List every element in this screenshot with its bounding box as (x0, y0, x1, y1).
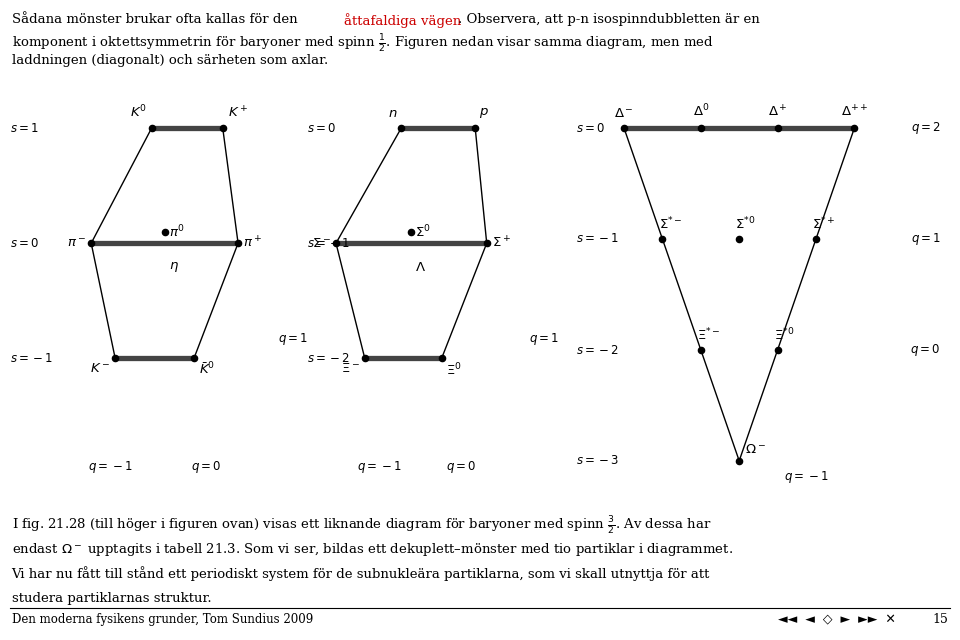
Point (847, 123, 862, 133)
Text: $\pi^+$: $\pi^+$ (243, 236, 262, 251)
Text: $s = -1$: $s = -1$ (307, 237, 350, 250)
Point (434, 353, 449, 364)
Text: $n$: $n$ (388, 108, 397, 120)
Text: $s = -2$: $s = -2$ (576, 344, 619, 356)
Text: Den moderna fysikens grunder, Tom Sundius 2009: Den moderna fysikens grunder, Tom Sundiu… (12, 613, 313, 626)
Text: $q = 0$: $q = 0$ (910, 342, 941, 358)
Text: $q = -1$: $q = -1$ (88, 460, 132, 475)
Text: $q = 1$: $q = 1$ (529, 332, 560, 347)
Text: ◄◄  ◄  ◇  ►  ►►  ✕: ◄◄ ◄ ◇ ► ►► ✕ (778, 613, 896, 626)
Text: studera partiklarnas struktur.: studera partiklarnas struktur. (12, 592, 211, 605)
Text: $\pi^-$: $\pi^-$ (67, 237, 86, 250)
Text: $s = 0$: $s = 0$ (307, 122, 336, 134)
Point (328, 238, 344, 248)
Text: $s = -2$: $s = -2$ (307, 352, 350, 365)
Text: $q = -1$: $q = -1$ (784, 468, 828, 485)
Text: $\Delta^+$: $\Delta^+$ (768, 104, 787, 120)
Text: $q = 0$: $q = 0$ (445, 460, 476, 475)
Point (403, 227, 419, 237)
Text: Vi har nu fått till stånd ett periodiskt system för de subnukleära partiklarna, : Vi har nu fått till stånd ett periodiskt… (12, 566, 709, 581)
Point (230, 238, 246, 248)
Text: $p$: $p$ (479, 106, 489, 120)
Point (808, 234, 824, 244)
Text: $q = 0$: $q = 0$ (191, 460, 222, 475)
Text: $\eta$: $\eta$ (169, 260, 179, 275)
Text: $K^0$: $K^0$ (131, 104, 147, 120)
Text: $\Xi^-$: $\Xi^-$ (341, 362, 360, 374)
Text: $q = 1$: $q = 1$ (910, 231, 941, 246)
Point (693, 123, 708, 133)
Text: $\Xi^0$: $\Xi^0$ (446, 362, 462, 378)
Point (693, 345, 708, 355)
Text: $\Delta^{++}$: $\Delta^{++}$ (841, 104, 868, 120)
Text: . Observera, att p-n isospinndubbletten är en: . Observera, att p-n isospinndubbletten … (458, 13, 759, 26)
Text: $\Lambda$: $\Lambda$ (415, 261, 425, 274)
Text: $\Sigma^+$: $\Sigma^+$ (492, 236, 511, 251)
Text: I fig. 21.28 (till höger i figuren ovan) visas ett liknande diagram för baryoner: I fig. 21.28 (till höger i figuren ovan)… (12, 515, 711, 538)
Text: $\Sigma^{*0}$: $\Sigma^{*0}$ (735, 216, 756, 232)
Text: $s = 0$: $s = 0$ (10, 237, 38, 250)
Point (84, 238, 99, 248)
Text: endast $\Omega^-$ upptagits i tabell 21.3. Som vi ser, bildas ett dekuplett–möns: endast $\Omega^-$ upptagits i tabell 21.… (12, 541, 732, 558)
Point (770, 345, 785, 355)
Text: $s = 1$: $s = 1$ (10, 122, 38, 134)
Text: $\Sigma^-$: $\Sigma^-$ (312, 237, 331, 250)
Point (215, 123, 230, 133)
Text: åttafaldiga vägen: åttafaldiga vägen (344, 13, 461, 28)
Point (357, 353, 372, 364)
Point (108, 353, 123, 364)
Text: $s = 0$: $s = 0$ (576, 122, 605, 134)
Text: Sådana mönster brukar ofta kallas för den: Sådana mönster brukar ofta kallas för de… (12, 13, 301, 26)
Text: $K^-$: $K^-$ (90, 362, 110, 374)
Text: $s = -3$: $s = -3$ (576, 454, 619, 467)
Text: $s = -1$: $s = -1$ (576, 232, 619, 245)
Text: $q = 1$: $q = 1$ (277, 332, 308, 347)
Point (616, 123, 632, 133)
Point (732, 234, 747, 244)
Text: $\bar{K}^0$: $\bar{K}^0$ (199, 362, 215, 378)
Text: laddningen (diagonalt) och särheten som axlar.: laddningen (diagonalt) och särheten som … (12, 54, 327, 67)
Point (732, 456, 747, 466)
Point (468, 123, 483, 133)
Point (479, 238, 494, 248)
Text: $s = -1$: $s = -1$ (10, 352, 53, 365)
Text: $\Delta^-$: $\Delta^-$ (614, 107, 634, 120)
Text: $\Sigma^{*+}$: $\Sigma^{*+}$ (812, 216, 836, 232)
Text: $\pi^0$: $\pi^0$ (169, 223, 184, 240)
Point (394, 123, 409, 133)
Text: $\Delta^0$: $\Delta^0$ (692, 103, 709, 120)
Text: $q = -1$: $q = -1$ (357, 460, 401, 475)
Text: $\Xi^{*-}$: $\Xi^{*-}$ (697, 327, 721, 344)
Text: $q = 2$: $q = 2$ (910, 120, 941, 136)
Text: $\Sigma^0$: $\Sigma^0$ (415, 223, 430, 240)
Text: 15: 15 (932, 613, 948, 626)
Point (770, 123, 785, 133)
Text: $\Xi^{*0}$: $\Xi^{*0}$ (774, 327, 794, 344)
Point (655, 234, 670, 244)
Text: $\Sigma^{*-}$: $\Sigma^{*-}$ (659, 216, 683, 232)
Point (186, 353, 202, 364)
Text: komponent i oktettsymmetrin för baryoner med spinn $\frac{1}{2}$. Figuren nedan : komponent i oktettsymmetrin för baryoner… (12, 33, 713, 56)
Point (144, 123, 159, 133)
Text: $\Omega^-$: $\Omega^-$ (745, 443, 766, 456)
Point (157, 227, 173, 237)
Text: $K^+$: $K^+$ (228, 105, 248, 120)
